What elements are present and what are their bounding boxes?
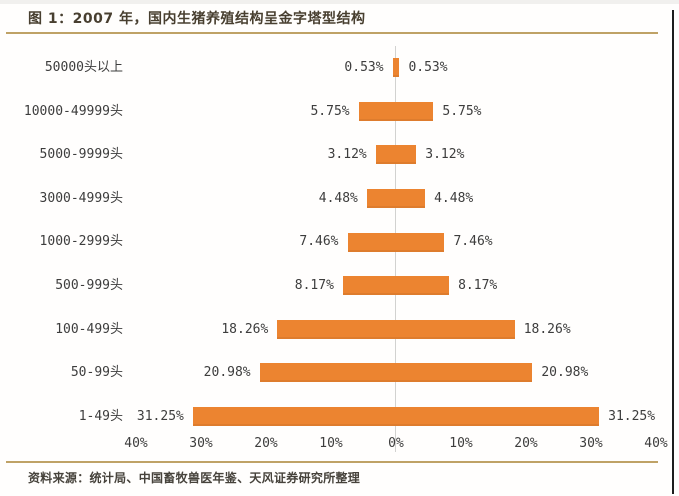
category-label: 500-999头	[55, 278, 123, 293]
value-label-left: 4.48%	[318, 190, 358, 206]
chart-row: 500-999头 8.17% 8.17%	[0, 264, 679, 308]
source-note: 资料来源：统计局、中国畜牧兽医年鉴、天风证券研究所整理	[28, 471, 361, 485]
value-label-left: 0.53%	[344, 60, 384, 75]
value-label-right: 4.48%	[434, 190, 474, 206]
x-axis-tick-label: 30%	[579, 436, 603, 451]
value-label-left: 7.46%	[299, 234, 339, 250]
x-axis-tick-label: 40%	[124, 436, 148, 451]
top-border-strip	[0, 0, 679, 4]
category-label: 3000-4999头	[39, 190, 123, 206]
category-label: 10000-49999头	[23, 103, 123, 119]
bar	[192, 407, 600, 427]
category-label: 1000-2999头	[39, 234, 123, 250]
value-label-left: 8.17%	[294, 278, 334, 293]
value-label-left: 31.25%	[136, 408, 184, 424]
x-axis-tick-label: 40%	[644, 436, 668, 451]
figure-title: 图 1：2007 年，国内生猪养殖结构呈金字塔型结构	[28, 11, 366, 27]
x-axis-tick-label: 20%	[514, 436, 538, 451]
value-label-right: 18.26%	[523, 321, 571, 337]
page-right-edge-line	[672, 10, 674, 494]
value-label-left: 18.26%	[221, 321, 269, 337]
category-label: 50-99头	[70, 365, 123, 381]
chart-row: 3000-4999头 4.48% 4.48%	[0, 177, 679, 221]
chart-row: 100-499头 18.26% 18.26%	[0, 308, 679, 352]
title-underline-rule	[6, 32, 658, 34]
value-label-right: 8.17%	[458, 278, 498, 293]
value-label-right: 3.12%	[425, 147, 465, 163]
bar	[277, 319, 515, 339]
category-label: 1-49头	[78, 408, 123, 424]
category-label: 50000头以上	[44, 60, 123, 75]
bar	[259, 363, 533, 383]
value-label-left: 5.75%	[310, 103, 350, 119]
chart-row: 10000-49999头 5.75% 5.75%	[0, 90, 679, 134]
x-axis-tick-label: 20%	[254, 436, 278, 451]
x-axis-tick-label: 30%	[189, 436, 213, 451]
bar	[392, 58, 400, 78]
category-label: 100-499头	[55, 321, 123, 337]
bar	[347, 232, 445, 252]
value-label-right: 20.98%	[541, 365, 589, 381]
bar	[375, 145, 417, 165]
chart-row: 1000-2999头 7.46% 7.46%	[0, 220, 679, 264]
chart-row: 50000头以上 0.53% 0.53%	[0, 46, 679, 90]
value-label-right: 31.25%	[608, 408, 656, 424]
value-label-right: 0.53%	[408, 60, 448, 75]
bar	[358, 101, 434, 121]
chart-row: 50-99头 20.98% 20.98%	[0, 351, 679, 395]
category-label: 5000-9999头	[39, 147, 123, 163]
chart-row: 1-49头 31.25% 31.25%	[0, 395, 679, 439]
bar	[366, 189, 426, 209]
bar	[342, 276, 450, 296]
x-axis-tick-label: 10%	[449, 436, 473, 451]
value-label-right: 5.75%	[442, 103, 482, 119]
x-axis-tick-label: 0%	[388, 436, 404, 451]
value-label-left: 20.98%	[203, 365, 251, 381]
x-axis-tick-label: 10%	[319, 436, 343, 451]
footer-rule	[6, 461, 658, 463]
chart-row: 5000-9999头 3.12% 3.12%	[0, 133, 679, 177]
value-label-right: 7.46%	[453, 234, 493, 250]
value-label-left: 3.12%	[327, 147, 367, 163]
